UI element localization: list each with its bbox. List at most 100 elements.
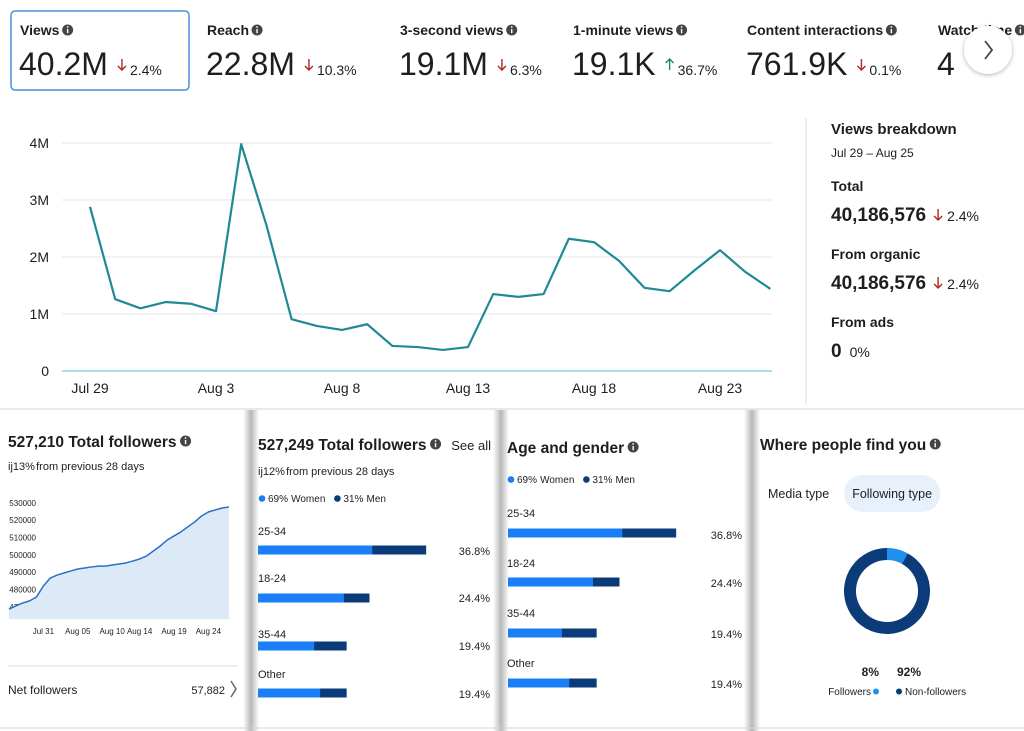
chevron-icon <box>984 40 994 60</box>
breakdown-change: 2.4% <box>947 208 979 224</box>
x-tick-label: Aug 13 <box>446 380 491 396</box>
info-icon <box>511 29 513 34</box>
y-tick-label: 3M <box>30 192 49 208</box>
metric-title[interactable]: Reach <box>207 22 249 38</box>
panel-change-note: from previous 28 days <box>286 466 395 478</box>
metric-value[interactable]: 4 <box>937 46 955 82</box>
trend-arrow <box>933 209 943 221</box>
legend-dot <box>334 495 341 502</box>
breakdown-change: 0% <box>850 344 870 360</box>
panel-change: ij12% <box>258 466 285 478</box>
info-icon <box>934 440 937 442</box>
tab[interactable]: Media type <box>768 487 829 501</box>
metric-change[interactable]: 2.4% <box>130 62 162 78</box>
panel-shadow <box>243 410 259 731</box>
category-label: 35-44 <box>258 629 286 641</box>
see-all-link[interactable]: See all <box>451 438 491 453</box>
trend-arrow <box>497 59 507 71</box>
bar-segment <box>258 593 344 603</box>
info-icon <box>184 440 187 445</box>
y-tick-label: 1M <box>30 306 49 322</box>
info-icon <box>434 440 437 442</box>
value-label: 19.4% <box>711 679 742 691</box>
category-label: 18-24 <box>258 573 286 585</box>
panel-shadow <box>493 410 509 731</box>
x-tick-label: Aug 23 <box>698 380 743 396</box>
area-fill <box>9 506 229 620</box>
bar-segment <box>508 528 623 538</box>
trend-arrow <box>117 59 127 71</box>
donut-segment <box>886 548 908 564</box>
metric-change[interactable]: 6.3% <box>510 62 542 78</box>
trend-arrow <box>665 58 675 70</box>
legend-label: Men <box>616 475 635 486</box>
info-icon <box>1019 26 1022 28</box>
category-label: 25-34 <box>507 508 535 520</box>
breakdown-date: Jul 29 – Aug 25 <box>831 146 914 160</box>
x-tick-label: Jul 29 <box>71 380 109 396</box>
breakdown-value: 40,186,576 <box>831 273 926 294</box>
x-tick-label: Aug 18 <box>572 380 617 396</box>
info-icon <box>1014 24 1024 36</box>
panel-title: 527,210 Total followers <box>8 434 177 451</box>
metric-value[interactable]: 40.2M <box>19 46 108 82</box>
y-tick-label: 4M <box>30 135 49 151</box>
y-tick-label: 530000 <box>9 499 36 508</box>
info-icon <box>632 443 635 445</box>
metric-change[interactable]: 0.1% <box>869 62 901 78</box>
metric-title[interactable]: 1-minute views <box>573 22 674 38</box>
value-label: 19.4% <box>459 641 490 653</box>
breakdown-value: 0 <box>831 341 842 362</box>
breakdown-value: 40,186,576 <box>831 205 926 226</box>
panel-title: 527,249 Total followers <box>258 437 427 454</box>
info-icon <box>632 446 634 451</box>
footer-label: Net followers <box>8 683 77 697</box>
data-line <box>88 143 772 352</box>
legend-label: Non-followers <box>905 687 966 698</box>
legend-label: Women <box>291 494 325 505</box>
category-label: Other <box>258 669 286 681</box>
legend-share: 31% <box>592 475 612 486</box>
info-icon <box>680 29 683 34</box>
metric-value[interactable]: 19.1M <box>399 46 488 82</box>
trend-arrow <box>304 59 314 71</box>
bar-segment <box>508 628 562 638</box>
footer-value[interactable]: 57,882 <box>191 685 225 697</box>
category-label: 18-24 <box>507 558 535 570</box>
info-icon <box>66 29 69 34</box>
info-icon <box>934 443 936 448</box>
x-tick-label: Aug 14 <box>127 627 153 636</box>
info-icon <box>184 437 187 439</box>
metric-card-selected[interactable] <box>10 10 190 91</box>
category-label: Other <box>507 658 535 670</box>
info-icon <box>890 26 893 28</box>
legend-label: Men <box>367 494 386 505</box>
metric-value[interactable]: 22.8M <box>206 46 295 82</box>
value-label: 8% <box>862 665 880 679</box>
metric-change[interactable]: 36.7% <box>678 62 718 78</box>
x-tick-label: Aug 10 <box>99 627 125 636</box>
metric-title[interactable]: Views <box>20 22 60 38</box>
metric-value[interactable]: 19.1K <box>572 46 656 82</box>
metric-value[interactable]: 761.9K <box>746 46 847 82</box>
tab-active-bg[interactable] <box>844 475 941 512</box>
legend-label: Followers <box>828 687 871 698</box>
panel-title: Age and gender <box>507 440 624 457</box>
next-button[interactable] <box>964 26 1012 74</box>
legend-dot <box>507 476 515 483</box>
legend-dot <box>896 688 902 695</box>
tab[interactable]: Following type <box>852 487 932 501</box>
metric-title[interactable]: 3-second views <box>400 22 504 38</box>
x-tick-label: Aug 19 <box>161 627 187 636</box>
info-icon <box>510 26 513 28</box>
chevron-icon[interactable] <box>230 680 237 698</box>
legend-label: Women <box>540 475 574 486</box>
legend-dot <box>873 688 879 695</box>
metric-title[interactable]: Content interactions <box>747 22 883 38</box>
legend-share: 31% <box>343 494 363 505</box>
metric-change[interactable]: 10.3% <box>317 62 357 78</box>
breakdown-title: Views breakdown <box>831 121 957 138</box>
info-icon <box>1019 29 1022 34</box>
